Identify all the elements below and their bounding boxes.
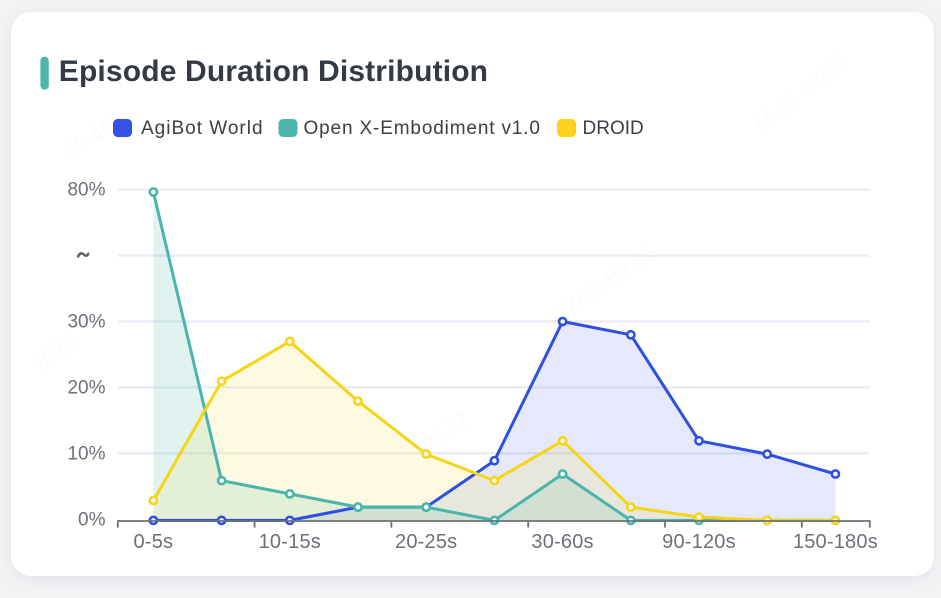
svg-text:Episode Duration Distribution: Episode Duration Distribution — [59, 55, 488, 88]
svg-text:0%: 0% — [78, 510, 106, 531]
svg-text:2024: 2024 — [27, 328, 81, 379]
svg-text:30%: 30% — [67, 312, 105, 333]
svg-text:DROID: DROID — [583, 118, 644, 139]
svg-text:AgiBot World: AgiBot World — [141, 118, 264, 139]
svg-text:10-15s: 10-15s — [259, 531, 321, 553]
svg-text:10%: 10% — [67, 444, 105, 465]
svg-text:20-25s: 20-25s — [395, 531, 457, 553]
svg-text:09:45: 09:45 — [59, 113, 119, 164]
svg-text:Open X-Embodiment v1.0: Open X-Embodiment v1.0 — [304, 118, 541, 139]
svg-text:0-5s: 0-5s — [134, 531, 174, 553]
svg-text:M 17 12/30: M 17 12/30 — [750, 48, 852, 135]
svg-text:12/30 09:45: 12/30 09:45 — [549, 240, 660, 324]
svg-text:150-180s: 150-180s — [793, 531, 878, 553]
svg-text:20%: 20% — [67, 378, 105, 399]
svg-text:30-60s: 30-60s — [531, 531, 593, 553]
svg-text:M 17: M 17 — [419, 407, 474, 455]
svg-text:80%: 80% — [67, 180, 105, 201]
svg-text:90-120s: 90-120s — [662, 531, 736, 553]
